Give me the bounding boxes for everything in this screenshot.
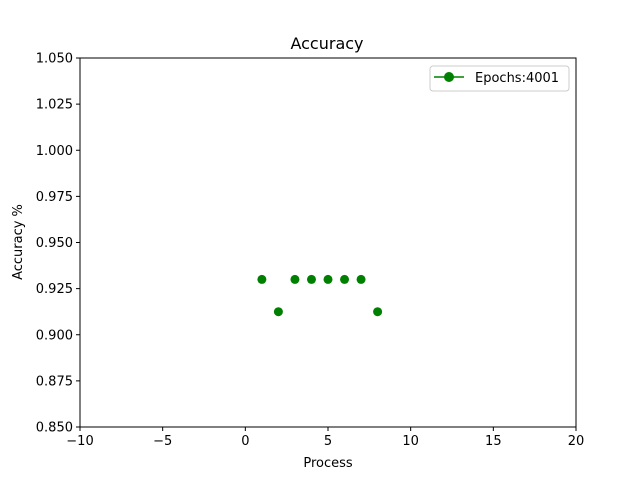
- y-axis: 0.850 0.875 0.900 0.925 0.950 0.975 1.000 1.025…: [36, 52, 80, 436]
- data-point: [340, 274, 350, 284]
- data-series: [257, 274, 383, 317]
- y-tick-label: 1.025: [36, 98, 73, 113]
- x-tick-label: 15: [485, 434, 502, 449]
- y-tick-label: 1.050: [36, 52, 73, 67]
- plot-area: [79, 57, 577, 428]
- x-tick-label: 20: [568, 434, 585, 449]
- x-tick-label: 0: [241, 434, 249, 449]
- x-axis-label: Process: [303, 456, 353, 471]
- x-tick-label: −10: [66, 434, 93, 449]
- data-point: [306, 274, 316, 284]
- legend-box: [429, 65, 570, 92]
- data-point: [290, 274, 300, 284]
- data-point: [356, 274, 366, 284]
- y-tick-label: 0.950: [36, 236, 73, 251]
- y-tick-label: 0.900: [36, 328, 73, 343]
- y-tick-label: 0.925: [36, 282, 73, 297]
- data-point: [273, 307, 283, 317]
- x-tick-label: 10: [402, 434, 419, 449]
- data-point: [257, 274, 267, 284]
- x-tick-label: 5: [324, 434, 332, 449]
- y-tick-label: 1.000: [36, 144, 73, 159]
- legend-label: Epochs:4001: [475, 71, 559, 86]
- legend-point-marker: [444, 72, 454, 82]
- legend: Epochs:4001: [429, 65, 570, 92]
- data-point: [373, 307, 383, 317]
- x-tick-label: −5: [153, 434, 172, 449]
- y-tick-label: 0.975: [36, 190, 73, 205]
- y-tick-label: 0.850: [36, 421, 73, 436]
- data-point: [323, 274, 333, 284]
- y-axis-label: Accuracy %: [11, 204, 26, 280]
- x-axis: −10 −5 0 5 10 15 20: [66, 427, 584, 449]
- chart-title: Accuracy: [290, 34, 363, 53]
- y-tick-label: 0.875: [36, 374, 73, 389]
